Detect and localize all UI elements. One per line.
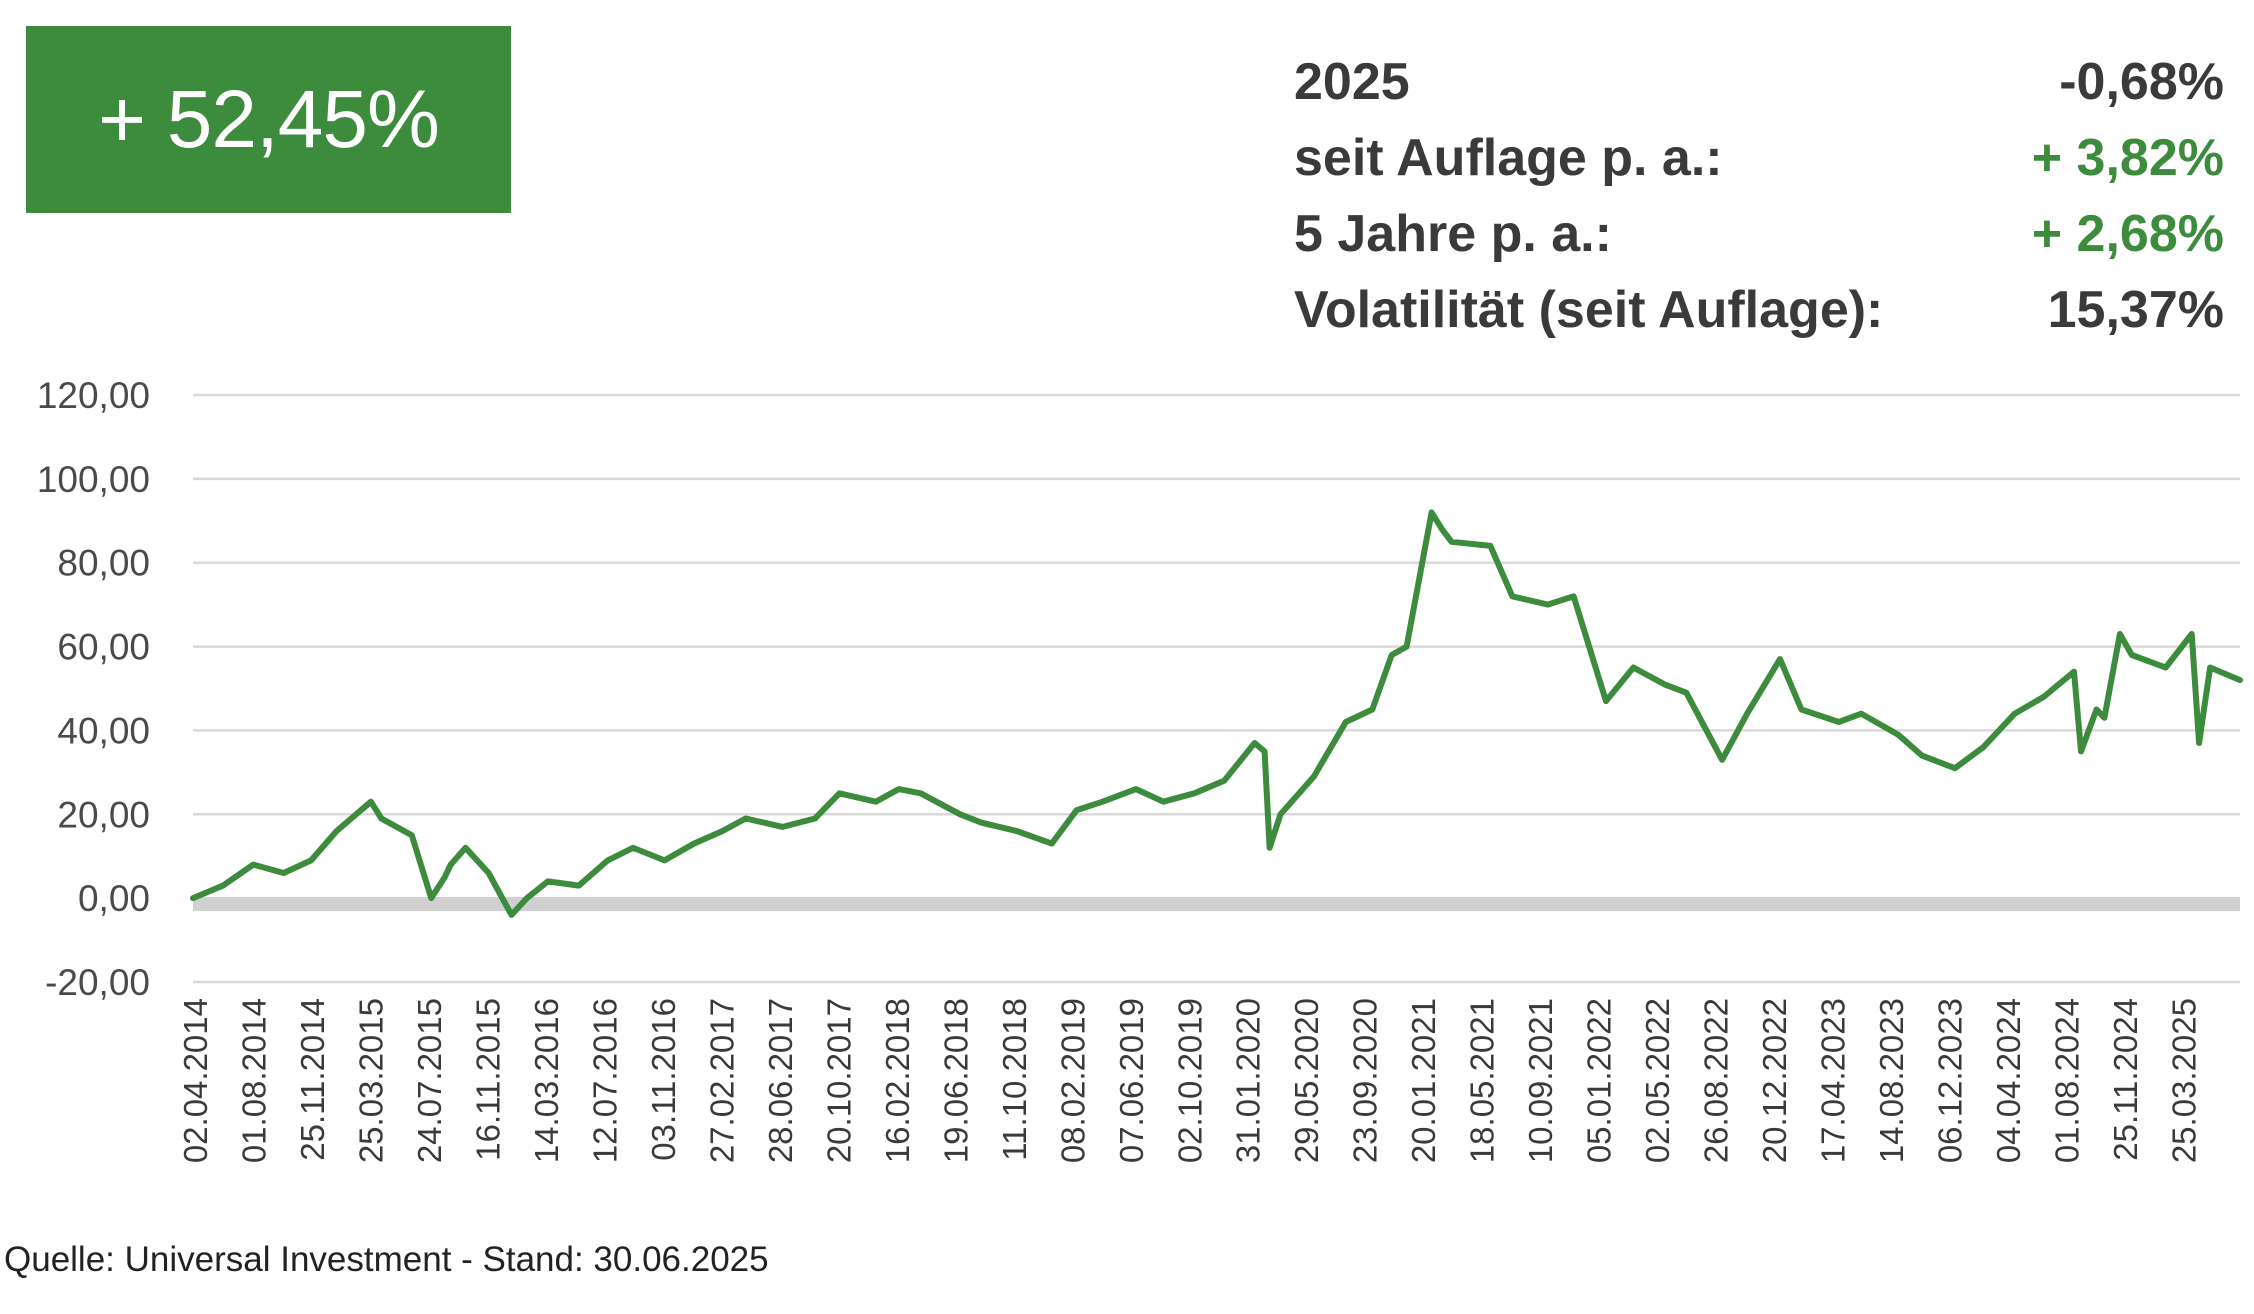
y-tick-label: 20,00 [57,794,150,835]
y-tick-label: -20,00 [45,962,150,1003]
source-note: Quelle: Universal Investment - Stand: 30… [4,1240,769,1279]
performance-line-chart: -20,00 0,00 20,00 40,00 60,00 80,00 100,00 120,… [37,375,2243,1163]
x-tick-label: 28.06.2017 [762,998,799,1163]
x-tick-label: 03.11.2016 [645,998,682,1161]
y-tick-label: 100,00 [37,459,150,500]
x-tick-label: 02.05.2022 [1639,998,1676,1163]
stat-label-volatility: Volatilität (seit Auflage): [1294,281,1884,339]
x-tick-label: 26.08.2022 [1698,998,1735,1163]
x-tick-label: 29.05.2020 [1288,998,1325,1163]
performance-series-line [190,509,2243,918]
y-tick-label: 60,00 [57,627,150,668]
x-tick-label: 20.01.2021 [1405,998,1442,1163]
x-tick-label: 02.04.2014 [177,998,214,1163]
x-tick-label: 16.02.2018 [879,998,916,1163]
x-tick-label: 12.07.2016 [586,998,623,1163]
x-tick-label: 23.09.2020 [1347,998,1384,1163]
x-tick-label: 06.12.2023 [1932,998,1969,1163]
x-tick-label: 16.11.2015 [469,998,506,1161]
x-tick-label: 20.10.2017 [820,998,857,1163]
x-tick-label: 25.03.2025 [2166,998,2203,1163]
stat-label-since-inception: seit Auflage p. a.: [1294,129,1723,187]
x-tick-label: 14.08.2023 [1873,998,1910,1163]
stat-label-ytd: 2025 [1294,53,1410,111]
x-tick-label: 01.08.2014 [235,998,272,1163]
stat-row-5-years: 5 Jahre p. a.: + 2,68% [1294,196,2224,272]
x-tick-label: 25.11.2014 [294,998,331,1161]
x-tick-label: 27.02.2017 [703,998,740,1163]
stat-label-5-years: 5 Jahre p. a.: [1294,205,1612,263]
x-tick-label: 11.10.2018 [996,998,1033,1161]
y-tick-label: 80,00 [57,543,150,584]
x-tick-label: 25.11.2024 [2107,998,2144,1161]
x-tick-label: 19.06.2018 [937,998,974,1163]
x-tick-label: 25.03.2015 [352,998,389,1163]
x-tick-label: 08.02.2019 [1054,998,1091,1163]
total-performance-box: + 52,45% [26,26,511,213]
x-tick-label: 04.04.2024 [1990,998,2027,1163]
stat-row-since-inception: seit Auflage p. a.: + 3,82% [1294,120,2224,196]
stat-value-5-years: + 2,68% [2031,205,2224,263]
stat-value-since-inception: + 3,82% [2031,129,2224,187]
x-tick-label: 18.05.2021 [1464,998,1501,1163]
stat-value-ytd: -0,68% [2059,53,2224,111]
zero-baseline-band [193,897,2240,912]
stat-row-ytd: 2025 -0,68% [1294,44,2224,120]
total-performance-value: + 52,45% [98,73,440,165]
y-tick-label: 40,00 [57,710,150,751]
stat-row-volatility: Volatilität (seit Auflage): 15,37% [1294,272,2224,348]
x-tick-label: 07.06.2019 [1113,998,1150,1163]
x-tick-label: 14.03.2016 [528,998,565,1163]
x-tick-label: 10.09.2021 [1522,998,1559,1163]
x-tick-label: 01.08.2024 [2049,998,2086,1163]
y-tick-label: 120,00 [37,375,150,416]
x-tick-label: 20.12.2022 [1756,998,1793,1163]
x-tick-label: 02.10.2019 [1171,998,1208,1163]
y-tick-label: 0,00 [78,878,150,919]
x-tick-label: 17.04.2023 [1815,998,1852,1163]
x-tick-label: 31.01.2020 [1230,998,1267,1163]
stat-value-volatility: 15,37% [2047,281,2224,339]
stats-panel: 2025 -0,68% seit Auflage p. a.: + 3,82% … [1294,44,2224,348]
x-tick-label: 24.07.2015 [411,998,448,1163]
x-tick-label: 05.01.2022 [1581,998,1618,1163]
